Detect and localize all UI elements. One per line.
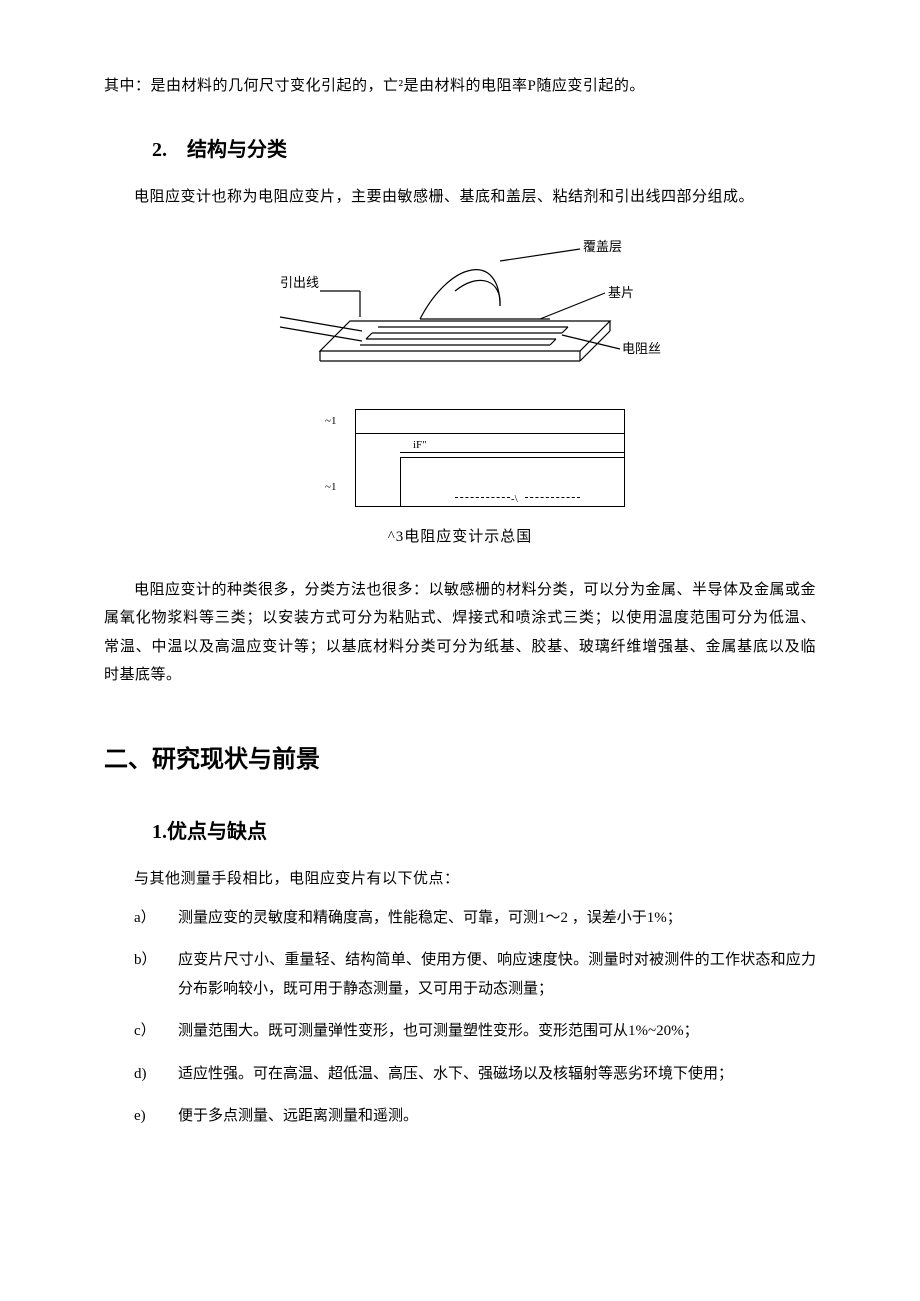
figure-caption: ^3电阻应变计示总国 xyxy=(104,523,816,552)
structure-para1: 电阻应变计也称为电阻应变片，主要由敏感栅、基底和盖层、粘结剂和引出线四部分组成。 xyxy=(104,183,816,212)
figure-label-cover: 覆盖层 xyxy=(583,239,622,254)
figure-sub-lbl-c: ~1 xyxy=(325,477,336,498)
pros-item-a: a） 测量应变的灵敏度和精确度高，性能稳定、可靠，可测1～2 ，误差小于1%； xyxy=(134,904,816,933)
pros-item-e-marker: e) xyxy=(134,1102,178,1131)
pros-item-b-marker: b） xyxy=(134,946,178,1003)
figure-sub-dash-mid: -\ xyxy=(511,489,518,510)
pros-item-b-text: 应变片尺寸小、重量轻、结构简单、使用方便、响应速度快。测量时对被测件的工作状态和… xyxy=(178,946,816,1003)
pros-item-d: d)适应性强。可在高温、超低温、高压、水下、强磁场以及核辐射等恶劣环境下使用； xyxy=(104,1060,816,1089)
figure-label-lead: 引出线 xyxy=(280,275,319,290)
lead-paragraph: 其中：是由材料的几何尺寸变化引起的，亡²是由材料的电阻率P随应变引起的。 xyxy=(104,72,816,101)
pros-item-c: c） 测量范围大。既可测量弹性变形，也可测量塑性变形。变形范围可从1%~20%； xyxy=(134,1017,816,1046)
pros-intro: 与其他测量手段相比，电阻应变片有以下优点： xyxy=(104,865,816,894)
structure-para2: 电阻应变计的种类很多，分类方法也很多：以敏感栅的材料分类，可以分为金属、半导体及… xyxy=(104,576,816,690)
figure-sub-lbl-b: iF" xyxy=(413,435,427,456)
strain-gauge-svg: 覆盖层 基片 电阻丝 引出线 xyxy=(250,221,670,391)
pros-item-a-marker: a） xyxy=(134,904,178,933)
pros-item-c-text: 测量范围大。既可测量弹性变形，也可测量塑性变形。变形范围可从1%~20%； xyxy=(178,1017,816,1046)
pros-item-c-marker: c） xyxy=(134,1017,178,1046)
pros-item-d-text: 适应性强。可在高温、超低温、高压、水下、强磁场以及核辐射等恶劣环境下使用； xyxy=(178,1066,733,1082)
heading-research: 二、研究现状与前景 xyxy=(104,738,816,784)
pros-item-e: e)便于多点测量、远距离测量和遥测。 xyxy=(104,1102,816,1131)
figure-label-base: 基片 xyxy=(608,285,634,300)
heading-structure: 2. 结构与分类 xyxy=(152,131,816,169)
heading-pros-cons: 1.优点与缺点 xyxy=(152,813,816,851)
pros-item-e-text: 便于多点测量、远距离测量和遥测。 xyxy=(178,1108,418,1124)
pros-item-b: b） 应变片尺寸小、重量轻、结构简单、使用方便、响应速度快。测量时对被测件的工作… xyxy=(134,946,816,1003)
figure-sub-box: ~1 iF" ~1 -\ xyxy=(295,397,625,517)
strain-gauge-figure: 覆盖层 基片 电阻丝 引出线 ~1 iF" ~1 -\ ^3电阻应变计示总国 xyxy=(104,221,816,552)
figure-label-wire: 电阻丝 xyxy=(622,341,661,356)
pros-item-d-marker: d) xyxy=(134,1060,178,1089)
figure-sub-lbl-a: ~1 xyxy=(325,411,336,432)
pros-list: a） 测量应变的灵敏度和精确度高，性能稳定、可靠，可测1～2 ，误差小于1%； … xyxy=(104,904,816,1046)
pros-item-a-text: 测量应变的灵敏度和精确度高，性能稳定、可靠，可测1～2 ，误差小于1%； xyxy=(178,904,816,933)
